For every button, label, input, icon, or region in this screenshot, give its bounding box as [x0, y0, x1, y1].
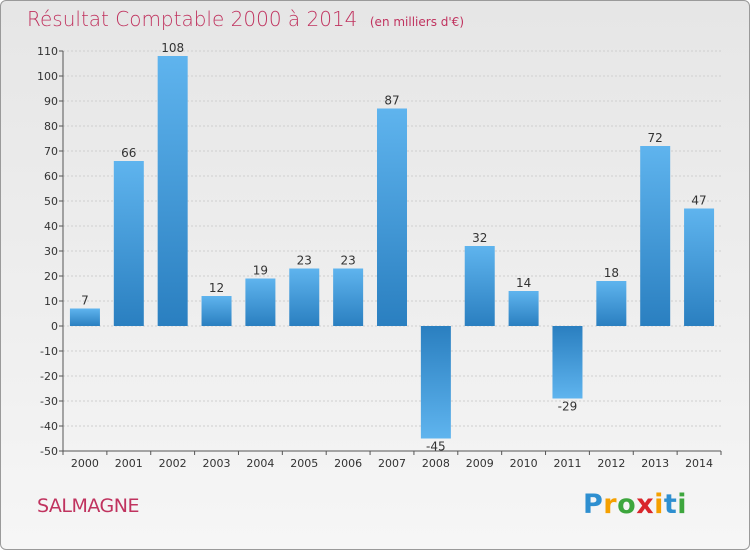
- bar: [552, 326, 583, 399]
- logo-letter: i: [654, 489, 664, 520]
- data-label: 12: [209, 281, 224, 295]
- y-tick-label: -20: [40, 370, 58, 383]
- x-tick-label: 2003: [203, 457, 231, 470]
- x-tick-label: 2010: [510, 457, 538, 470]
- x-tick-label: 2009: [466, 457, 494, 470]
- bar: [113, 161, 144, 326]
- y-tick-label: 110: [37, 45, 58, 58]
- y-tick-label: 0: [51, 320, 58, 333]
- data-label: -45: [426, 440, 446, 454]
- bar: [201, 296, 232, 326]
- bar: [684, 208, 715, 326]
- logo-letter: o: [617, 489, 637, 520]
- x-tick-label: 2008: [422, 457, 450, 470]
- bar: [464, 246, 495, 326]
- y-tick-label: 100: [37, 70, 58, 83]
- x-tick-label: 2006: [334, 457, 362, 470]
- commune-name: SALMAGNE: [37, 495, 140, 517]
- y-tick-label: 90: [44, 95, 58, 108]
- x-tick-label: 2007: [378, 457, 406, 470]
- data-label: 19: [253, 264, 268, 278]
- bar: [333, 268, 364, 326]
- title-main: Résultat Comptable 2000 à 2014: [27, 7, 358, 31]
- data-labels: 7 66 108 12 19 23 23 87 -45 32 14 -29 18 72 47: [81, 41, 707, 454]
- logo-letter: t: [663, 489, 678, 520]
- logo-letter: x: [636, 489, 655, 520]
- data-label: 108: [161, 41, 184, 55]
- x-tick-label: 2002: [159, 457, 187, 470]
- data-label: 32: [472, 231, 487, 245]
- x-tick-label: 2012: [597, 457, 625, 470]
- bar: [640, 146, 671, 326]
- y-tick-label: -40: [40, 420, 58, 433]
- data-label: 87: [384, 94, 399, 108]
- logo-letter: r: [603, 489, 618, 520]
- y-tick-label: -50: [40, 445, 58, 458]
- data-label: 72: [648, 131, 663, 145]
- data-label: 14: [516, 276, 531, 290]
- proxiti-logo[interactable]: Proxiti: [583, 489, 687, 520]
- bar: [508, 291, 539, 326]
- data-label: 23: [297, 254, 312, 268]
- bar: [245, 278, 276, 326]
- y-tick-label: 40: [44, 220, 58, 233]
- bar: [377, 108, 407, 326]
- data-label: 47: [691, 194, 706, 208]
- bar: [289, 268, 320, 326]
- y-tick-label: 10: [44, 295, 58, 308]
- x-tick-label: 2005: [290, 457, 318, 470]
- bar: [157, 56, 188, 326]
- chart-title: Résultat Comptable 2000 à 2014 (en milli…: [27, 7, 464, 31]
- bars: [69, 56, 715, 439]
- y-tick-label: 70: [44, 145, 58, 158]
- data-label: -29: [558, 400, 578, 414]
- y-tick-label: 50: [44, 195, 58, 208]
- x-tick-label: 2001: [115, 457, 143, 470]
- y-tick-label: 80: [44, 120, 58, 133]
- axes: 1101009080706050403020100-10-20-30-40-50…: [37, 45, 722, 470]
- x-tick-label: 2011: [553, 457, 581, 470]
- y-tick-label: 20: [44, 270, 58, 283]
- x-tick-label: 2000: [71, 457, 99, 470]
- y-tick-label: 60: [44, 170, 58, 183]
- data-label: 66: [121, 146, 136, 160]
- y-tick-label: 30: [44, 245, 58, 258]
- logo-letter: i: [677, 489, 688, 520]
- bar: [69, 308, 100, 326]
- bar: [420, 326, 451, 439]
- logo-letter: P: [583, 489, 604, 520]
- x-tick-label: 2014: [685, 457, 713, 470]
- data-label: 7: [81, 294, 89, 308]
- y-tick-label: -30: [40, 395, 58, 408]
- x-tick-label: 2004: [246, 457, 274, 470]
- y-tick-label: -10: [40, 345, 58, 358]
- data-label: 23: [340, 254, 355, 268]
- title-unit-note: (en milliers d'€): [369, 15, 464, 29]
- data-label: 18: [604, 266, 619, 280]
- x-tick-label: 2013: [641, 457, 669, 470]
- bar: [596, 281, 627, 326]
